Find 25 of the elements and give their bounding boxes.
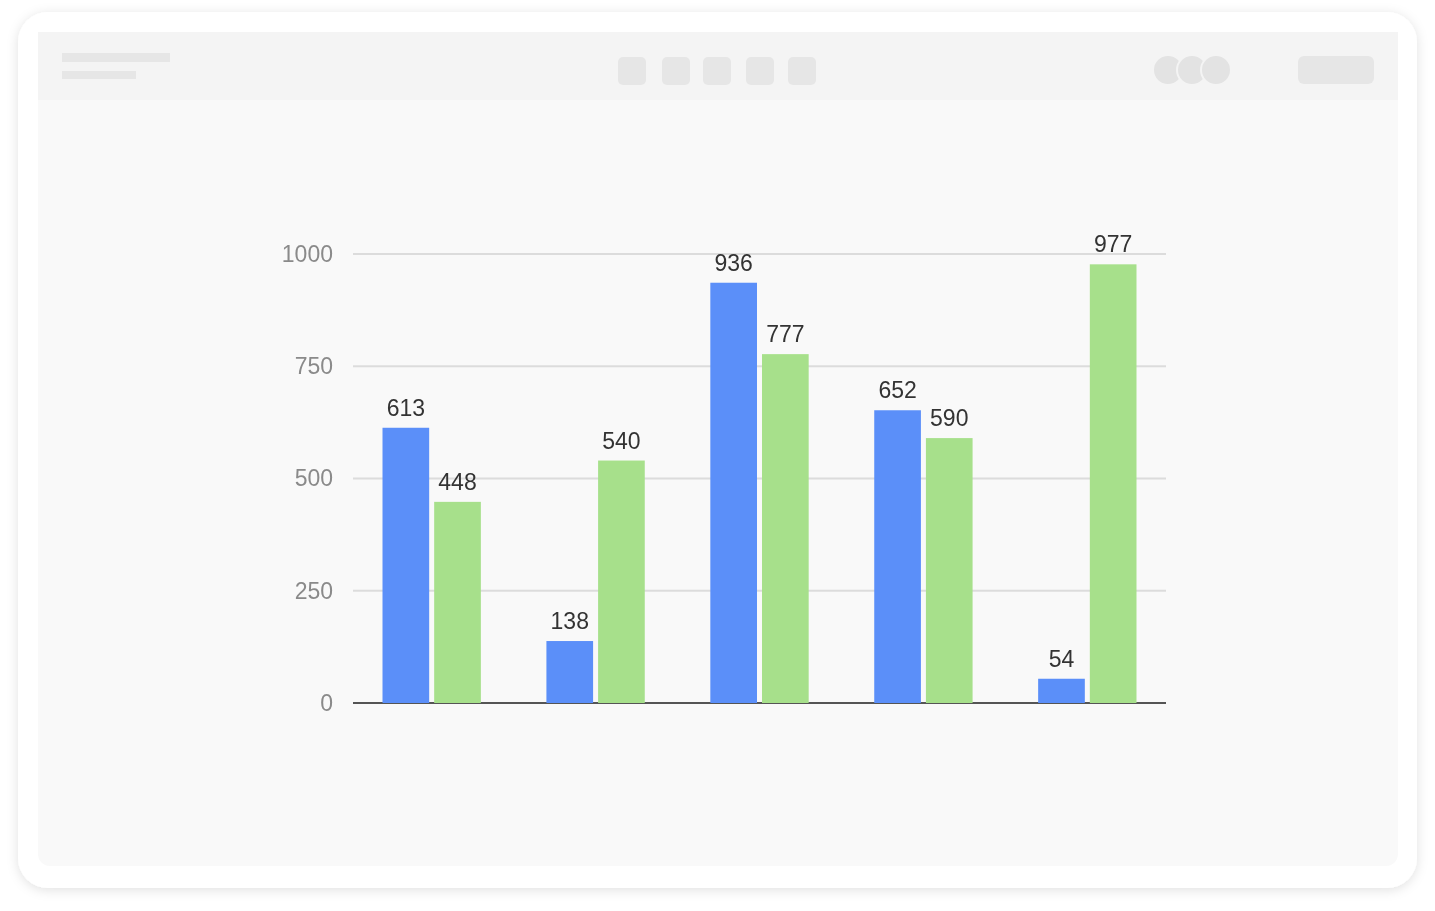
y-tick-label: 750 <box>294 353 333 380</box>
bar <box>1038 678 1085 703</box>
bar <box>874 410 921 703</box>
bar <box>762 354 809 703</box>
y-tick-label: 250 <box>294 577 333 604</box>
bar <box>598 460 645 703</box>
y-tick-label: 0 <box>320 689 333 716</box>
data-label: 936 <box>714 249 753 276</box>
bar <box>382 427 430 703</box>
data-label: 652 <box>878 377 917 404</box>
y-tick-label: 1000 <box>281 240 333 267</box>
data-label: 540 <box>602 427 641 454</box>
data-label: 448 <box>438 468 477 495</box>
bar <box>710 282 757 703</box>
data-label: 138 <box>550 608 589 635</box>
data-label: 590 <box>930 405 969 432</box>
data-label: 977 <box>1093 231 1133 258</box>
bar <box>925 438 973 703</box>
data-label: 777 <box>766 321 805 348</box>
data-label: 613 <box>386 394 426 421</box>
bar <box>434 501 481 703</box>
y-tick-label: 500 <box>294 465 333 492</box>
bar <box>546 641 594 703</box>
bar <box>1089 264 1137 703</box>
data-label: 54 <box>1048 645 1075 672</box>
